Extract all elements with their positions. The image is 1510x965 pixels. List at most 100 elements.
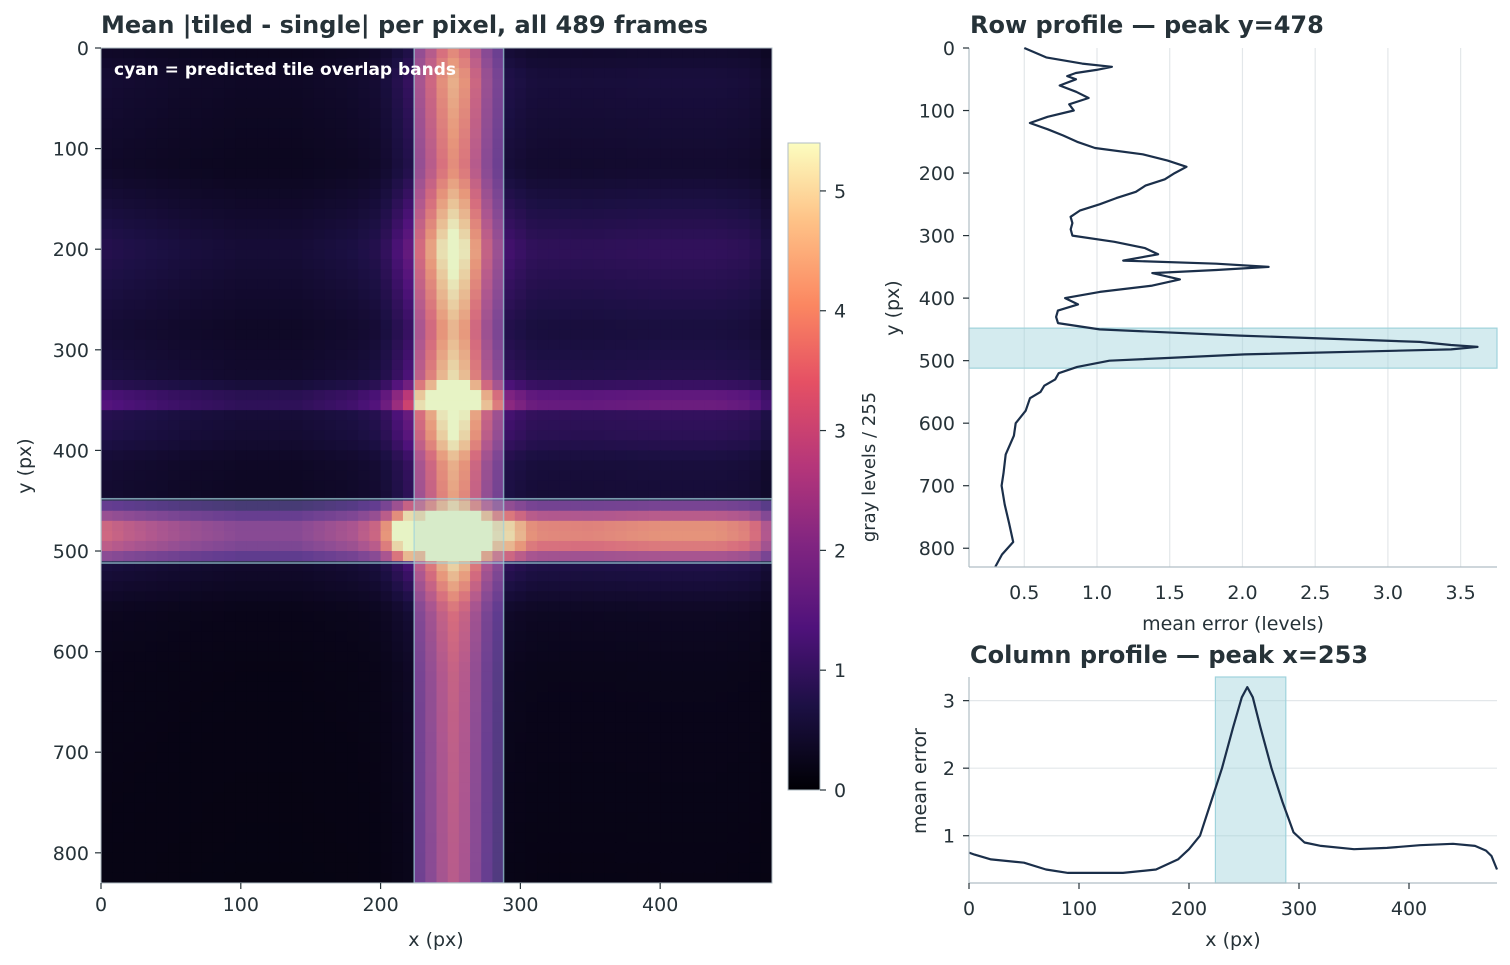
heatmap-cell [134, 460, 147, 472]
heatmap-cell [235, 772, 247, 783]
heatmap-cell [581, 631, 594, 643]
heatmap-cell [481, 188, 494, 200]
heatmap-cell [604, 581, 617, 592]
heatmap-cell [570, 802, 583, 814]
heatmap-cell [704, 279, 717, 291]
heatmap-cell [447, 269, 460, 280]
heatmap-cell [335, 852, 348, 864]
heatmap-cell [168, 742, 180, 753]
heatmap-cell [201, 802, 214, 814]
heatmap-cell [738, 219, 751, 230]
heatmap-cell [537, 732, 549, 743]
heatmap-cell [704, 369, 717, 381]
heatmap-cell [626, 822, 639, 834]
heatmap-cell [548, 611, 561, 623]
heatmap-cell [436, 249, 449, 260]
heatmap-cell [268, 329, 281, 341]
heatmap-cell [402, 561, 415, 572]
heatmap-cell [671, 68, 684, 79]
heatmap-cell [727, 279, 740, 291]
heatmap-cell [313, 691, 326, 703]
heatmap-cell [559, 711, 572, 723]
heatmap-cell [101, 279, 113, 291]
heatmap-cell [470, 661, 482, 673]
heatmap-cell [492, 500, 505, 512]
heatmap-cell [369, 621, 382, 633]
heatmap-cell [548, 319, 561, 331]
heatmap-cell [436, 420, 449, 431]
heatmap-cell [380, 711, 393, 723]
heatmap-cell [156, 269, 169, 280]
heatmap-cell [626, 611, 639, 623]
heatmap-cell [347, 752, 359, 763]
heatmap-cell [503, 128, 516, 140]
heatmap-cell [123, 198, 136, 210]
heatmap-cell [246, 540, 259, 552]
heatmap-cell [279, 621, 292, 633]
heatmap-cell [604, 279, 617, 291]
heatmap-cell [593, 410, 605, 421]
heatmap-cell [224, 339, 236, 351]
heatmap-cell [414, 98, 426, 109]
heatmap-cell [548, 118, 561, 130]
heatmap-cell [615, 178, 628, 190]
heatmap-cell [414, 782, 426, 794]
heatmap-cell [168, 470, 180, 482]
heatmap-cell [648, 98, 661, 109]
heatmap-cell [324, 601, 337, 612]
heatmap-cell [112, 359, 124, 371]
heatmap-cell [380, 329, 393, 341]
heatmap-cell [190, 68, 203, 79]
heatmap-cell [727, 148, 740, 160]
heatmap-cell [246, 289, 259, 301]
heatmap-cell [123, 400, 136, 411]
heatmap-cell [693, 681, 706, 693]
heatmap-cell [134, 671, 147, 683]
heatmap-cell [347, 691, 359, 703]
heatmap-cell [660, 480, 672, 492]
heatmap-cell [648, 299, 661, 311]
heatmap-cell [101, 661, 113, 673]
heatmap-cell [212, 430, 225, 441]
heatmap-cell [637, 872, 650, 883]
heatmap-cell [212, 410, 225, 421]
heatmap-cell [224, 561, 236, 572]
heatmap-cell [201, 168, 214, 180]
heatmap-cell [648, 148, 661, 160]
heatmap-cell [738, 711, 751, 723]
heatmap-cell [369, 219, 382, 230]
heatmap-cell [458, 379, 471, 391]
heatmap-cell [257, 520, 270, 532]
heatmap-cell [268, 359, 281, 371]
heatmap-cell [749, 621, 762, 633]
heatmap-cell [414, 299, 426, 311]
heatmap-cell [257, 711, 270, 723]
heatmap-cell [123, 239, 136, 250]
heatmap-cell [570, 812, 583, 824]
heatmap-cell [168, 78, 180, 89]
heatmap-cell [190, 400, 203, 411]
heatmap-cell [660, 299, 672, 311]
heatmap-cell [369, 178, 382, 190]
heatmap-cell [168, 722, 180, 733]
heatmap-cell [559, 410, 572, 421]
heatmap-cell [156, 872, 169, 883]
heatmap-cell [637, 229, 650, 240]
heatmap-cell [179, 118, 192, 130]
heatmap-cell [347, 390, 359, 401]
heatmap-cell [335, 470, 348, 482]
heatmap-cell [481, 279, 494, 291]
heatmap-cell [559, 782, 572, 794]
heatmap-cell [391, 832, 404, 844]
heatmap-cell [224, 108, 236, 120]
heatmap-cell [503, 520, 516, 532]
heatmap-cell [101, 420, 113, 431]
heatmap-cell [335, 722, 348, 733]
heatmap-cell [302, 158, 315, 170]
heatmap-cell [369, 490, 382, 502]
heatmap-cell [447, 299, 460, 311]
heatmap-cell [727, 812, 740, 824]
heatmap-cell [693, 480, 706, 492]
heatmap-cell [548, 400, 561, 411]
heatmap-cell [671, 359, 684, 371]
